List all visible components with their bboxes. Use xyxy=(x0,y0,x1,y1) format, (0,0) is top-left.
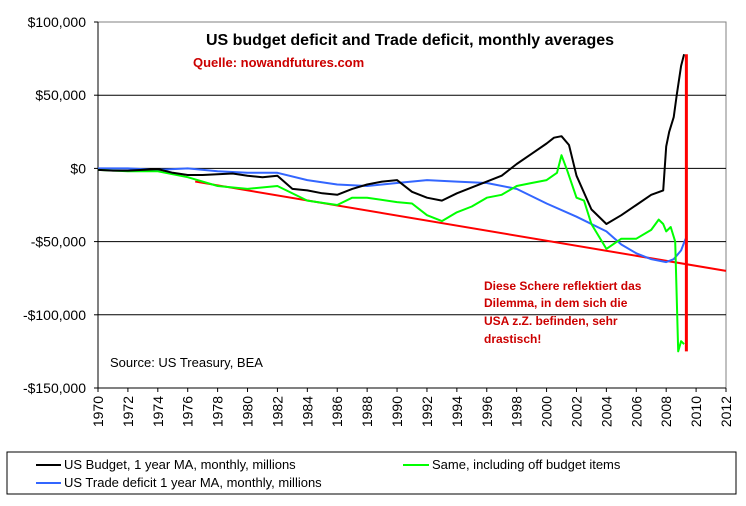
x-tick-label: 1972 xyxy=(120,396,136,427)
x-tick-label: 1994 xyxy=(449,396,465,427)
x-tick-label: 1978 xyxy=(210,396,226,427)
series-lines xyxy=(97,53,727,353)
x-tick-label: 1986 xyxy=(329,396,345,427)
x-tick-labels: 1970 1972 1974 1976 1978 1980 1982 1984 1986 1988… xyxy=(90,396,734,427)
plot-area xyxy=(97,21,727,389)
x-tick-label: 1974 xyxy=(150,396,166,427)
source-note-label: Quelle: nowandfutures.com xyxy=(193,55,364,70)
x-tick-label: 1970 xyxy=(90,396,106,427)
legend: US Budget, 1 year MA, monthly, millions … xyxy=(6,451,737,495)
x-tick-label: 2006 xyxy=(628,396,644,427)
x-tick-label: 2000 xyxy=(539,396,555,427)
y-tick-label: $100,000 xyxy=(28,14,87,30)
source-footer-label: Source: US Treasury, BEA xyxy=(110,355,263,370)
x-tick-label: 2002 xyxy=(568,396,584,427)
chart-title: US budget deficit and Trade deficit, mon… xyxy=(206,32,614,49)
legend-label-off-budget: Same, including off budget items xyxy=(432,457,621,472)
grid-lines xyxy=(94,21,727,392)
series-line-off-budget xyxy=(97,154,685,353)
annotation-line: Dilemma, in dem sich die xyxy=(484,296,628,310)
y-tick-label: -$100,000 xyxy=(23,307,86,323)
x-tick-label: 2004 xyxy=(598,396,614,427)
legend-box xyxy=(6,451,737,495)
x-tick-label: 1976 xyxy=(180,396,196,427)
annotation-line: USA z.Z. befinden, sehr xyxy=(484,314,618,328)
series-line-trade xyxy=(98,167,687,264)
x-tick-label: 1980 xyxy=(240,396,256,427)
annotation-line: Diese Schere reflektiert das xyxy=(484,279,642,293)
x-tick-label: 2012 xyxy=(718,396,734,427)
trend-line xyxy=(195,180,727,272)
y-tick-label: -$50,000 xyxy=(31,234,86,250)
y-tick-label: $0 xyxy=(70,160,86,176)
x-tick-label: 1998 xyxy=(509,396,525,427)
y-tick-labels: $100,000 $50,000 $0 -$50,000 -$100,000 -$150,… xyxy=(23,14,86,396)
y-tick-label: $50,000 xyxy=(35,87,86,103)
x-tick-label: 2010 xyxy=(688,396,704,427)
y-tick-label: -$150,000 xyxy=(23,380,86,396)
x-tick-label: 1992 xyxy=(419,396,435,427)
annotation-text: Diese Schere reflektiert das Dilemma, in… xyxy=(484,279,642,346)
x-tick-label: 1996 xyxy=(479,396,495,427)
x-tick-label: 2008 xyxy=(658,396,674,427)
legend-label-trade: US Trade deficit 1 year MA, monthly, mil… xyxy=(64,475,322,490)
x-tick-label: 1982 xyxy=(269,396,285,427)
x-tick-label: 1988 xyxy=(359,396,375,427)
annotation-line: drastisch! xyxy=(484,332,541,346)
x-tick-label: 1990 xyxy=(389,396,405,427)
series-line-budget xyxy=(97,53,686,225)
x-tick-label: 1984 xyxy=(299,396,315,427)
legend-label-budget: US Budget, 1 year MA, monthly, millions xyxy=(64,457,296,472)
